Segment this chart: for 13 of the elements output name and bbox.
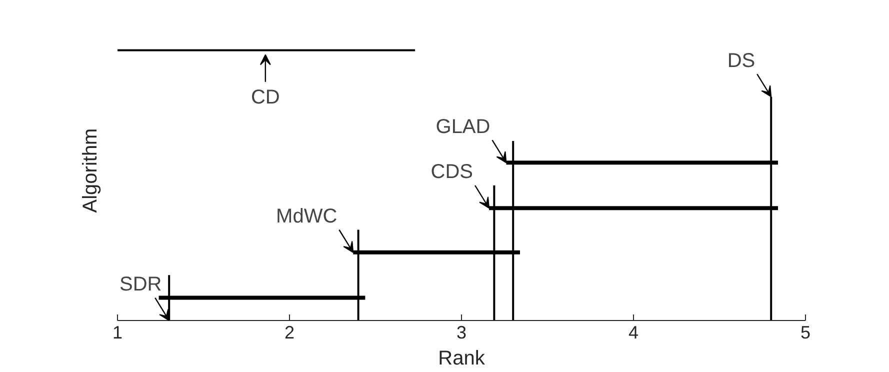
annotation: DS <box>727 50 756 72</box>
x-axis-title: Rank <box>438 348 486 370</box>
annotation: SDR <box>120 274 162 296</box>
annotation: GLAD <box>436 116 490 138</box>
annotation: MdWC <box>276 205 338 228</box>
x-tick-label: 3 <box>456 322 467 342</box>
x-tick-label: 5 <box>800 322 811 342</box>
annotation: CD <box>250 86 280 108</box>
annotation: CDS <box>430 161 474 184</box>
x-tick-label: 4 <box>628 322 639 342</box>
x-tick-label: 1 <box>112 322 123 342</box>
y-axis-title: Algorithm <box>80 128 102 213</box>
x-tick-label: 2 <box>284 322 295 342</box>
